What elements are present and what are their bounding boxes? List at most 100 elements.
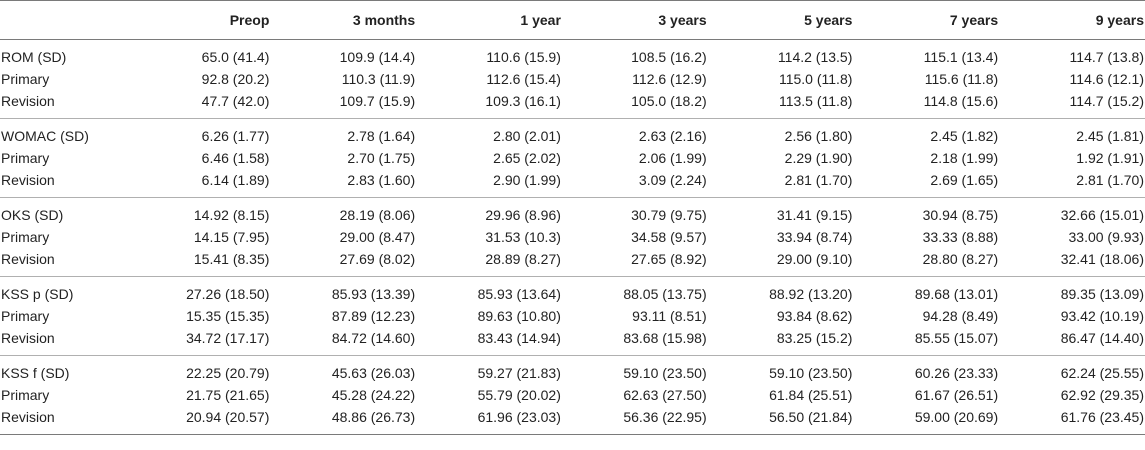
header-cell-7-years: 7 years [853, 0, 1000, 40]
table-cell: 1.92 (1.91) [1076, 150, 1144, 166]
table-cell: 48.86 (26.73) [270, 406, 417, 435]
table-cell: 88.92 (13.20) [769, 286, 853, 302]
table-cell: 62.63 (27.50) [623, 387, 707, 403]
table-row: ROM (SD) 65.0 (41.4) 109.9 (14.4) 110.6 (15… [0, 40, 1145, 69]
table-cell: 2.18 (1.99) [930, 150, 999, 166]
table-cell: 114.7 (13.8) [1069, 49, 1144, 65]
table-cell: 56.36 (22.95) [561, 406, 708, 435]
table-cell: 109.3 (16.1) [416, 90, 562, 119]
table-cell: 29.96 (8.96) [485, 207, 561, 223]
header-row: Preop 3 months 1 year 3 years 5 years 7 … [0, 0, 1145, 40]
table-cell: 2.65 (2.02) [493, 150, 561, 166]
table-cell: 32.66 (15.01) [1060, 207, 1144, 223]
table-cell: 45.28 (24.22) [331, 387, 416, 403]
table-row: OKS (SD) 14.92 (8.15) 28.19 (8.06) 29.96 (8… [0, 198, 1145, 227]
table-cell: 83.68 (15.98) [561, 327, 708, 356]
table-row: Primary 15.35 (15.35) 87.89 (12.23) 89.63 (… [0, 305, 1145, 327]
table-cell: 2.81 (1.70) [999, 169, 1145, 198]
table-cell: 6.14 (1.89) [124, 169, 271, 198]
table-group: KSS p (SD) 27.26 (18.50) 85.93 (13.39) 85.9… [0, 277, 1145, 356]
table-cell: 2.70 (1.75) [347, 150, 416, 166]
row-label: Revision [0, 406, 125, 435]
table-cell: 34.72 (17.17) [124, 327, 271, 356]
table-cell: 56.50 (21.84) [707, 406, 854, 435]
table-cell: 109.9 (14.4) [339, 49, 416, 65]
row-label: Primary [1, 387, 50, 403]
row-label: WOMAC (SD) [1, 128, 89, 144]
table-cell: 6.26 (1.77) [201, 128, 270, 144]
table-cell: 61.76 (23.45) [999, 406, 1145, 435]
table-group: OKS (SD) 14.92 (8.15) 28.19 (8.06) 29.96 (8… [0, 198, 1145, 277]
table-cell: 15.41 (8.35) [124, 248, 271, 277]
table-cell: 2.06 (1.99) [638, 150, 707, 166]
table-cell: 45.63 (26.03) [331, 365, 416, 381]
table-cell: 84.72 (14.60) [270, 327, 417, 356]
table-cell: 93.84 (8.62) [776, 308, 853, 324]
table-cell: 14.92 (8.15) [193, 207, 270, 223]
table-cell: 30.79 (9.75) [631, 207, 707, 223]
table-row: Primary 6.46 (1.58) 2.70 (1.75) 2.65 (2.02)… [0, 147, 1145, 169]
table-cell: 89.35 (13.09) [1060, 286, 1144, 302]
table-cell: 108.5 (16.2) [631, 49, 707, 65]
table-cell: 112.6 (15.4) [486, 71, 561, 87]
table-header: Preop 3 months 1 year 3 years 5 years 7 … [0, 0, 1145, 40]
table-cell: 110.3 (11.9) [341, 71, 416, 87]
row-label: ROM (SD) [1, 49, 67, 65]
table-cell: 27.65 (8.92) [561, 248, 708, 277]
table-cell: 114.6 (12.1) [1069, 71, 1144, 87]
table-cell: 28.80 (8.27) [853, 248, 1000, 277]
table-row: Revision 15.41 (8.35) 27.69 (8.02) 28.89 (8… [0, 248, 1145, 277]
table-cell: 2.45 (1.81) [1076, 128, 1144, 144]
table-cell: 30.94 (8.75) [922, 207, 999, 223]
table-row: KSS f (SD) 22.25 (20.79) 45.63 (26.03) 59.2… [0, 356, 1145, 385]
table-cell: 47.7 (42.0) [124, 90, 271, 119]
table-cell: 86.47 (14.40) [999, 327, 1145, 356]
row-label: Revision [0, 90, 125, 119]
table-cell: 114.7 (15.2) [999, 90, 1145, 119]
table-cell: 93.11 (8.51) [632, 308, 707, 324]
table-cell: 2.81 (1.70) [707, 169, 854, 198]
table-cell: 14.15 (7.95) [193, 229, 270, 245]
table-cell: 2.90 (1.99) [416, 169, 562, 198]
header-cell-1-year: 1 year [416, 0, 562, 40]
table-cell: 114.2 (13.5) [777, 49, 853, 65]
header-cell-3-months: 3 months [270, 0, 417, 40]
table-cell: 65.0 (41.4) [201, 49, 270, 65]
table-cell: 55.79 (20.02) [477, 387, 561, 403]
table-cell: 93.42 (10.19) [1060, 308, 1144, 324]
table-cell: 28.19 (8.06) [339, 207, 416, 223]
table-cell: 33.94 (8.74) [776, 229, 853, 245]
table-cell: 29.00 (8.47) [339, 229, 416, 245]
table-cell: 115.0 (11.8) [778, 71, 853, 87]
table-row: Revision 6.14 (1.89) 2.83 (1.60) 2.90 (1.99… [0, 169, 1145, 198]
row-label: Revision [0, 248, 125, 277]
table-cell: 115.6 (11.8) [924, 71, 999, 87]
table-cell: 2.83 (1.60) [270, 169, 417, 198]
row-label: Revision [0, 327, 125, 356]
table-cell: 110.6 (15.9) [486, 49, 561, 65]
table-cell: 59.00 (20.69) [853, 406, 1000, 435]
table-row: Revision 20.94 (20.57) 48.86 (26.73) 61.96 … [0, 406, 1145, 435]
table-cell: 2.80 (2.01) [493, 128, 561, 144]
table-cell: 6.46 (1.58) [201, 150, 270, 166]
table-cell: 3.09 (2.24) [561, 169, 708, 198]
table-cell: 113.5 (11.8) [707, 90, 854, 119]
table-cell: 21.75 (21.65) [186, 387, 270, 403]
table-cell: 62.92 (29.35) [1060, 387, 1144, 403]
table-cell: 61.67 (26.51) [914, 387, 999, 403]
table-cell: 88.05 (13.75) [623, 286, 707, 302]
table-cell: 87.89 (12.23) [331, 308, 416, 324]
table-cell: 59.10 (23.50) [769, 365, 853, 381]
table-row: Primary 21.75 (21.65) 45.28 (24.22) 55.79 (… [0, 384, 1145, 406]
header-cell-3-years: 3 years [561, 0, 708, 40]
header-cell-preop: Preop [124, 0, 271, 40]
table-cell: 2.63 (2.16) [638, 128, 707, 144]
row-label: Primary [1, 150, 50, 166]
table-cell: 33.00 (9.93) [1068, 229, 1145, 245]
table-cell: 27.69 (8.02) [270, 248, 417, 277]
table-cell: 28.89 (8.27) [416, 248, 562, 277]
table-cell: 83.25 (15.2) [707, 327, 854, 356]
table-cell: 27.26 (18.50) [186, 286, 270, 302]
table-cell: 83.43 (14.94) [416, 327, 562, 356]
header-cell-9-years: 9 years [999, 0, 1145, 40]
